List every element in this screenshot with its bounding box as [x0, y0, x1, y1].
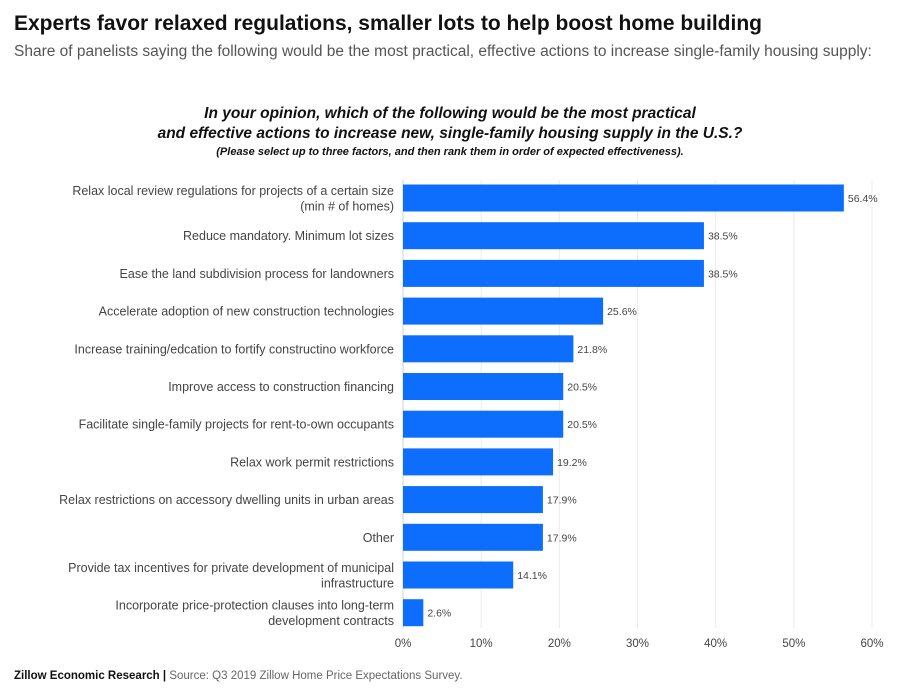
footer: Zillow Economic Research | Source: Q3 20…	[14, 670, 463, 682]
data-label: 2.6%	[427, 608, 451, 620]
data-label: 25.6%	[607, 306, 637, 318]
footer-separator: |	[162, 670, 167, 682]
bar	[403, 410, 564, 438]
category-label: Incorporate price-protection clauses int…	[115, 598, 394, 612]
x-tick-label: 20%	[548, 638, 571, 650]
data-label: 19.2%	[557, 457, 587, 469]
category-label: Facilitate single-family projects for re…	[79, 418, 394, 432]
category-label: Ease the land subdivision process for la…	[120, 267, 394, 281]
bar	[403, 599, 424, 627]
bar	[403, 448, 554, 476]
x-tick-label: 10%	[470, 638, 493, 650]
survey-question: In your opinion, which of the following …	[0, 104, 900, 160]
category-label: Accelerate adoption of new construction …	[99, 305, 394, 319]
category-label: development contracts	[268, 614, 394, 628]
data-label: 17.9%	[547, 532, 577, 544]
category-label: Reduce mandatory. Minimum lot sizes	[183, 229, 394, 243]
chart-title: Experts favor relaxed regulations, small…	[14, 12, 762, 35]
bar	[403, 335, 574, 363]
data-label: 20.5%	[567, 382, 597, 394]
x-tick-label: 40%	[704, 638, 727, 650]
data-label: 17.9%	[547, 495, 577, 507]
question-note: (Please select up to three factors, and …	[216, 146, 684, 158]
bar	[403, 373, 564, 400]
category-label: infrastructure	[321, 576, 394, 590]
chart-subtitle: Share of panelists saying the following …	[14, 43, 872, 60]
bar	[403, 297, 604, 325]
category-label: Relax restrictions on accessory dwelling…	[59, 493, 394, 507]
x-tick-label: 60%	[860, 638, 883, 650]
data-label: 38.5%	[708, 268, 738, 280]
category-label: Relax work permit restrictions	[230, 455, 394, 469]
question-line-2: and effective actions to increase new, s…	[157, 125, 743, 142]
data-label: 20.5%	[567, 419, 597, 431]
x-tick-label: 30%	[626, 638, 649, 650]
bar	[403, 523, 543, 551]
data-label: 21.8%	[577, 344, 607, 356]
category-label: (min # of homes)	[300, 199, 394, 213]
category-label: Improve access to construction financing	[168, 380, 394, 394]
question-line-1: In your opinion, which of the following …	[204, 105, 696, 122]
bar	[403, 486, 543, 514]
category-label: Relax local review regulations for proje…	[72, 184, 394, 198]
category-label: Other	[363, 531, 394, 545]
category-label: Provide tax incentives for private devel…	[68, 561, 394, 575]
x-tick-label: 50%	[782, 638, 805, 650]
footer-source: Source: Q3 2019 Zillow Home Price Expect…	[169, 670, 463, 682]
x-tick-label: 0%	[395, 638, 412, 650]
data-label: 38.5%	[708, 231, 738, 243]
data-label: 56.4%	[848, 193, 878, 205]
bar	[403, 184, 844, 212]
bar	[403, 561, 514, 589]
category-label: Increase training/edcation to fortify co…	[74, 342, 394, 356]
data-label: 14.1%	[517, 570, 547, 582]
footer-brand: Zillow Economic Research	[14, 670, 160, 682]
bar	[403, 222, 704, 250]
bar	[403, 259, 704, 287]
